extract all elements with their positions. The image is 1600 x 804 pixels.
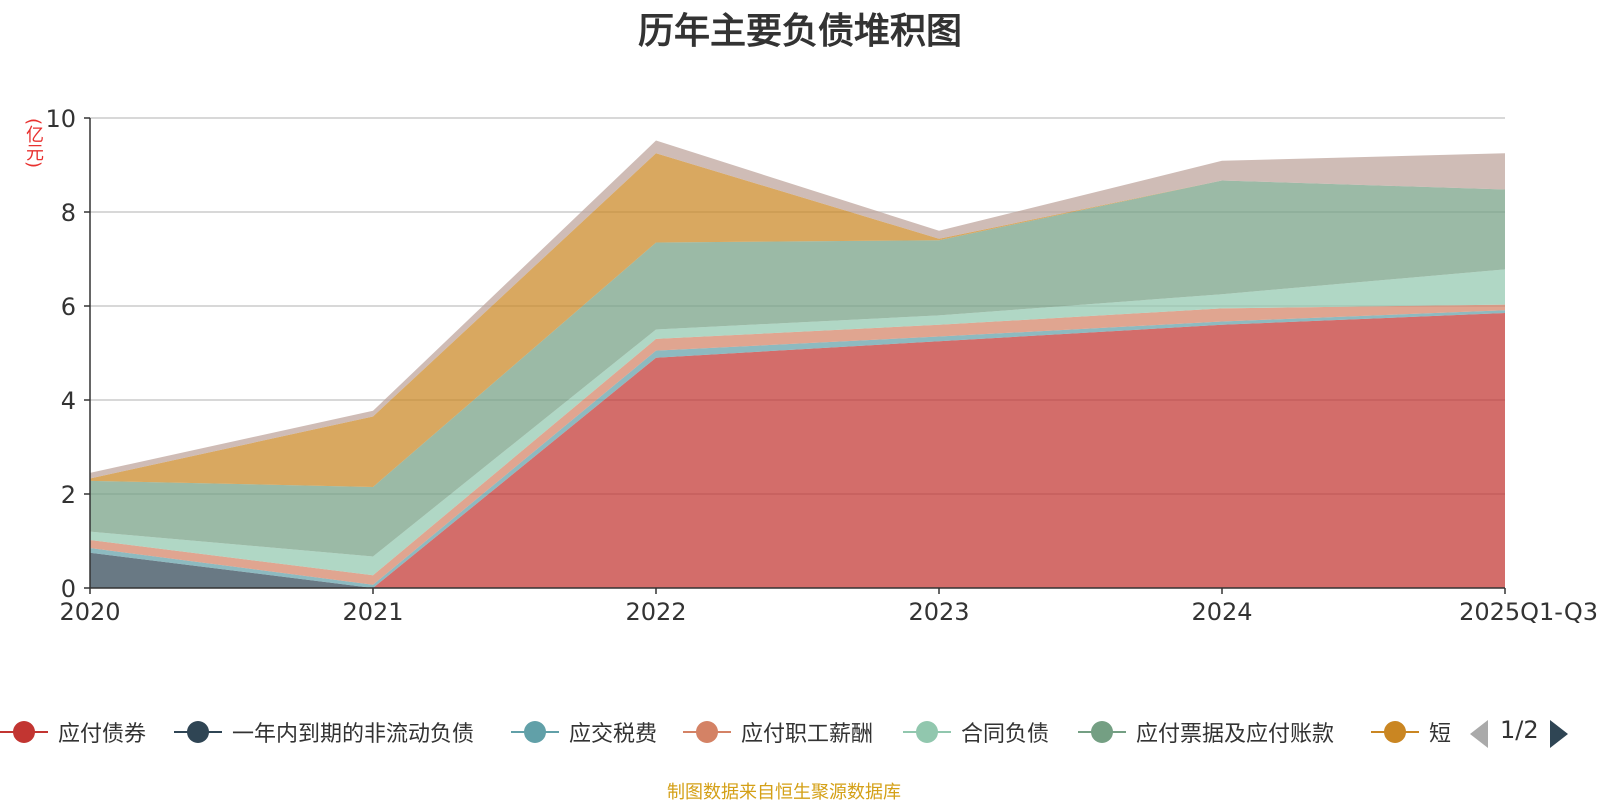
area-series[interactable] [90,153,1505,487]
y-tick-label: 0 [61,575,76,603]
legend-label: 应付职工薪酬 [741,722,874,747]
legend-page-indicator: 1/2 [1500,716,1539,744]
area-series[interactable] [90,269,1505,576]
legend-marker-icon [511,720,559,744]
area-series[interactable] [90,180,1505,557]
legend-label: 应付票据及应付账款 [1136,722,1335,747]
y-tick-label: 6 [61,293,76,321]
x-tick-label: 2021 [342,598,403,626]
y-tick-label: 2 [61,481,76,509]
y-tick-label: 8 [61,199,76,227]
area-series[interactable] [90,140,1505,479]
x-tick-label: 2025Q1-Q3 [1459,598,1598,626]
x-tick-label: 2022 [625,598,686,626]
chart-legend: 应付债券 一年内到期的非流动负债 应交税费 应付职工薪酬 合同负债 应付票据及应付账款 短 [0,712,1600,752]
y-axis-unit-label: (亿元) [23,118,44,169]
legend-item[interactable]: 一年内到期的非流动负债 [174,712,474,752]
legend-label: 应付债券 [58,722,147,747]
chart-title: 历年主要负债堆积图 [637,11,962,52]
legend-label: 短 [1429,722,1452,747]
legend-marker-icon [0,720,48,744]
x-tick-label: 2020 [59,598,120,626]
stacked-areas [90,140,1505,588]
legend-next-page-icon[interactable] [1550,720,1568,748]
legend-label: 一年内到期的非流动负债 [232,722,475,747]
legend-marker-icon [903,720,951,744]
x-tick-label: 2024 [1191,598,1252,626]
legend-item[interactable]: 应付债券 [0,712,146,752]
legend-label: 应交税费 [569,722,658,747]
legend-marker-icon [174,720,222,744]
legend-item[interactable]: 短 [1371,712,1451,752]
legend-prev-page-icon[interactable] [1470,720,1488,748]
legend-item[interactable]: 应交税费 [511,712,657,752]
x-tick-label: 2023 [908,598,969,626]
axes: 0 2 4 6 8 10 2020 2021 2022 2023 2024 2025Q1-Q3 [45,105,1598,626]
y-tick-label: 10 [45,105,76,133]
y-tick-label: 4 [61,387,76,415]
legend-marker-icon [1078,720,1126,744]
source-note: 制图数据来自恒生聚源数据库 [667,782,901,803]
legend-item[interactable]: 应付职工薪酬 [683,712,873,752]
legend-marker-icon [1371,720,1419,744]
legend-item[interactable]: 合同负债 [903,712,1049,752]
legend-label: 合同负债 [961,722,1050,747]
legend-item[interactable]: 应付票据及应付账款 [1078,712,1334,752]
area-series[interactable] [90,313,1505,588]
legend-pager: 1/2 [1470,716,1600,750]
legend-marker-icon [683,720,731,744]
